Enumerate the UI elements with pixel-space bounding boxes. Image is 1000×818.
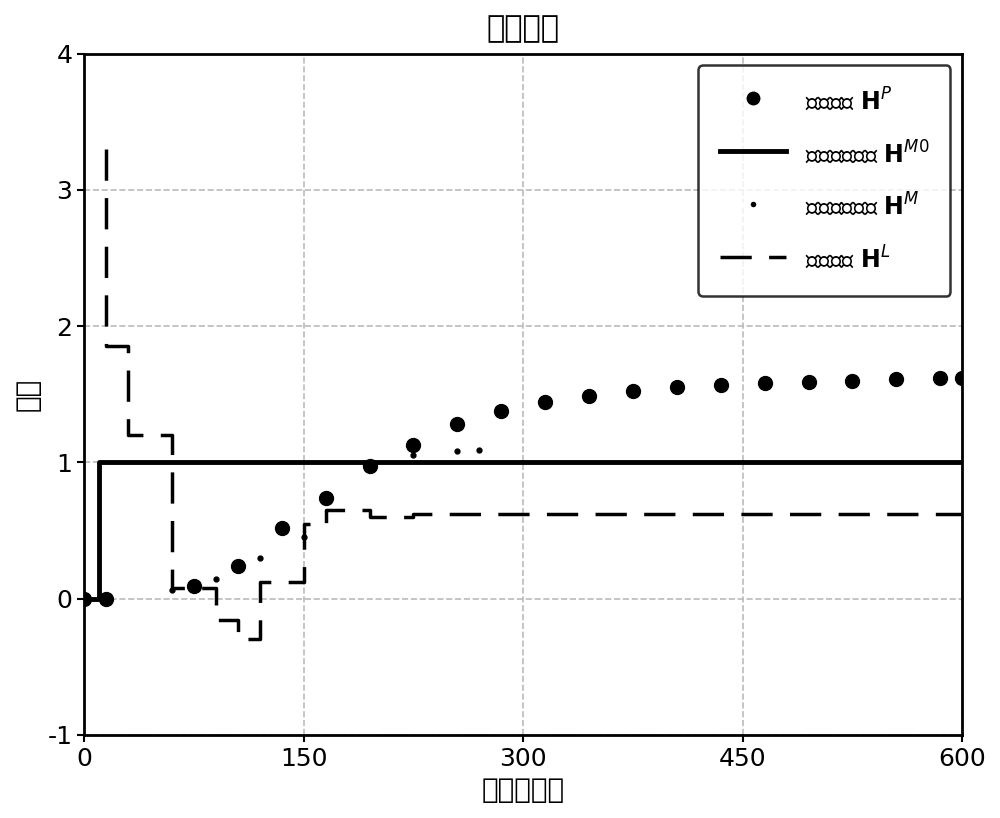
X-axis label: 时间（秒）: 时间（秒） bbox=[482, 776, 565, 804]
Title: 阶跃响应: 阶跃响应 bbox=[487, 14, 560, 43]
Y-axis label: 幅值: 幅值 bbox=[14, 378, 42, 411]
Legend: 过程响应 $\mathbf{H}^P$, 初始期望相应 $\mathbf{H}^{M0}$, 实际期望响应 $\mathbf{H}^M$, 反馈响应 $\mat: 过程响应 $\mathbf{H}^P$, 初始期望相应 $\mathbf{H}^… bbox=[698, 65, 950, 295]
